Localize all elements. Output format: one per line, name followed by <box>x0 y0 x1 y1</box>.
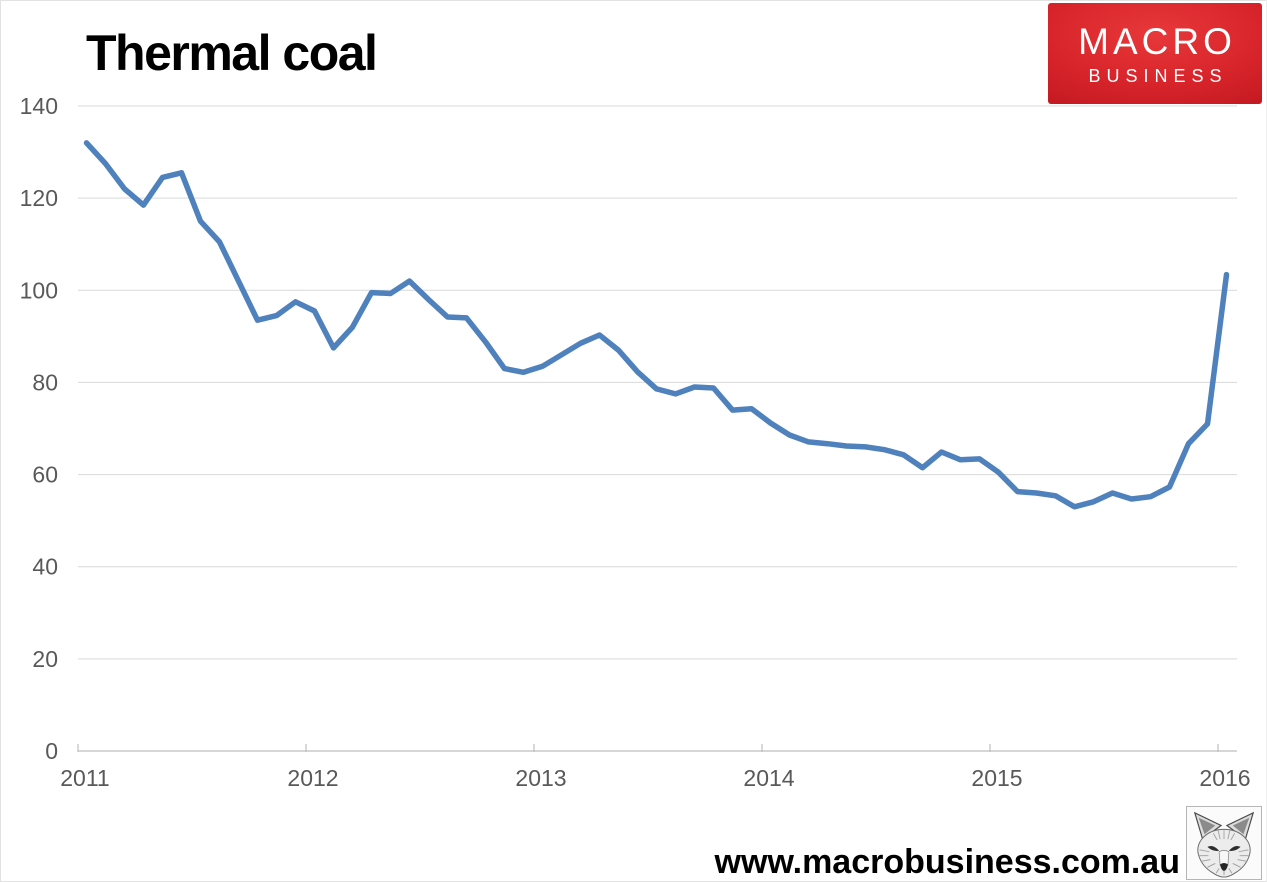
logo-text-business: BUSINESS <box>1088 65 1228 86</box>
y-tick-label-20: 20 <box>32 646 58 672</box>
x-tick-label-2016: 2016 <box>1199 765 1250 791</box>
x-tick-label-2014: 2014 <box>743 765 794 791</box>
fox-sketch-image <box>1186 806 1262 880</box>
x-tick-label-2013: 2013 <box>515 765 566 791</box>
x-tick-label-2015: 2015 <box>971 765 1022 791</box>
y-tick-label-120: 120 <box>20 185 58 211</box>
fox-icon <box>1187 807 1261 879</box>
website-url: www.macrobusiness.com.au <box>714 843 1180 881</box>
y-tick-label-80: 80 <box>32 369 58 395</box>
x-tick-label-2011: 2011 <box>60 765 109 791</box>
y-tick-label-40: 40 <box>32 554 58 580</box>
sheet-edge-top <box>0 0 1267 1</box>
page-title: Thermal coal <box>86 25 378 81</box>
macrobusiness-logo: MACRO BUSINESS <box>1048 3 1262 104</box>
y-tick-label-100: 100 <box>20 277 58 303</box>
logo-text-macro: MACRO <box>1078 20 1236 62</box>
thermal-coal-series-line <box>83 140 1230 510</box>
y-tick-label-0: 0 <box>45 738 58 764</box>
y-tick-label-140: 140 <box>20 93 58 119</box>
sheet-edge-left <box>0 0 1 882</box>
x-tick-label-2012: 2012 <box>287 765 338 791</box>
y-tick-label-60: 60 <box>32 462 58 488</box>
